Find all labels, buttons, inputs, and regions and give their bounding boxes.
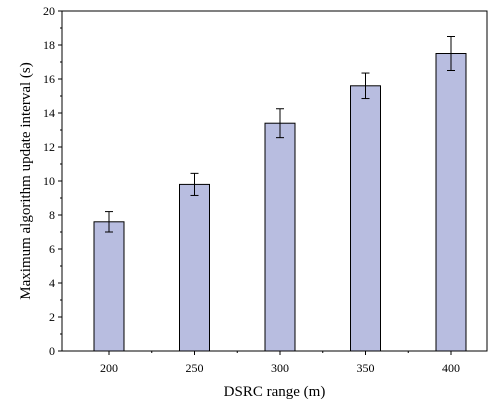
bar-300 — [264, 122, 296, 352]
bar-350 — [350, 85, 381, 352]
x-tick-label: 350 — [357, 361, 375, 375]
y-tick-label: 2 — [49, 310, 55, 324]
y-tick-label: 4 — [49, 276, 55, 290]
bar-400 — [435, 53, 467, 352]
x-axis: 200 250 300 350 400 — [100, 351, 460, 375]
x-tick-label: 200 — [100, 361, 118, 375]
y-tick-label: 20 — [43, 4, 55, 18]
y-tick-label: 16 — [43, 72, 55, 86]
y-tick-label: 6 — [49, 242, 55, 256]
error-bars-layer — [105, 36, 455, 233]
y-tick-label: 12 — [43, 140, 55, 154]
bars-layer — [93, 53, 467, 352]
y-tick-label: 18 — [43, 38, 55, 52]
y-tick-label: 0 — [49, 344, 55, 358]
y-axis: 0 2 4 6 8 10 12 14 16 18 20 — [43, 4, 62, 358]
x-axis-title: DSRC range (m) — [224, 384, 326, 400]
bar-200 — [93, 221, 125, 352]
x-tick-label: 250 — [186, 361, 204, 375]
y-tick-label: 8 — [49, 208, 55, 222]
y-tick-label: 10 — [43, 174, 55, 188]
y-tick-label: 14 — [43, 106, 55, 120]
x-tick-label: 300 — [271, 361, 289, 375]
bar-250 — [179, 183, 210, 352]
x-tick-label: 400 — [442, 361, 460, 375]
y-axis-title: Maximum algorithm update interval (s) — [18, 62, 34, 299]
